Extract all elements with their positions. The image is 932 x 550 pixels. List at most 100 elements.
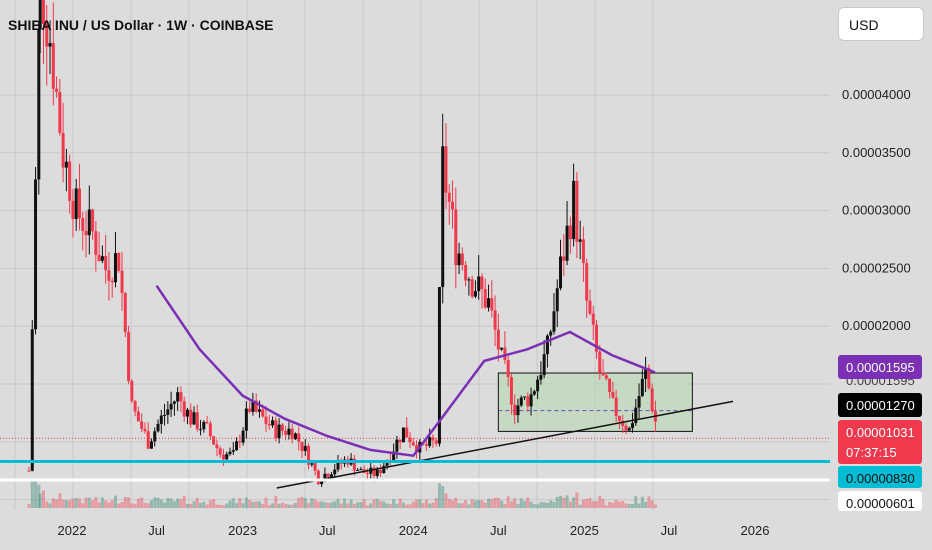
volume-bar xyxy=(280,502,284,508)
volume-bar xyxy=(192,501,196,508)
candle-body xyxy=(192,412,196,425)
time-tick-label: Jul xyxy=(319,523,336,538)
candle-body xyxy=(293,433,297,440)
candle-body xyxy=(94,231,98,255)
volume-bar xyxy=(123,497,127,508)
volume-bar xyxy=(274,495,278,508)
currency-selector-button[interactable]: USD xyxy=(838,7,924,41)
candle-body xyxy=(575,180,579,242)
candle-body xyxy=(61,132,65,168)
volume-bar xyxy=(509,501,513,508)
volume-bar xyxy=(595,501,599,508)
candle-body xyxy=(64,161,68,168)
candle-body xyxy=(153,431,157,442)
time-tick-label: 2023 xyxy=(228,523,257,538)
volume-bar xyxy=(215,504,219,508)
candle-body xyxy=(627,428,631,431)
volume-bar xyxy=(84,497,88,508)
volume-bar xyxy=(601,498,605,508)
volume-bar xyxy=(97,502,101,508)
candle-body xyxy=(333,469,337,475)
price-tag-label: 0.00001595 xyxy=(846,360,915,375)
price-tick-label: 0.00004000 xyxy=(842,87,911,102)
volume-bar xyxy=(578,504,582,508)
candle-body xyxy=(545,335,549,355)
chart-title: SHIBA INU / US Dollar · 1W · COINBASE xyxy=(8,17,274,33)
candle-body xyxy=(405,427,409,438)
candle-body xyxy=(41,0,45,24)
volume-bar xyxy=(45,501,49,508)
candle-body xyxy=(431,437,435,441)
candle-body xyxy=(51,43,55,89)
volume-bar xyxy=(555,496,559,508)
volume-bar xyxy=(392,499,396,508)
candle-body xyxy=(110,280,114,283)
volume-bar xyxy=(287,504,291,508)
volume-bar xyxy=(349,499,353,508)
candle-body xyxy=(143,428,147,432)
volume-bar xyxy=(254,501,258,508)
volume-bar xyxy=(568,501,572,508)
candle-body xyxy=(58,91,62,133)
candle-body xyxy=(199,429,203,431)
volume-bar xyxy=(185,503,189,508)
volume-bar xyxy=(585,498,589,508)
volume-bar xyxy=(634,496,638,508)
candle-body xyxy=(490,298,494,311)
candle-body xyxy=(611,391,615,398)
price-tags: 0.000015950.000015950.000012700.00001031… xyxy=(838,355,922,511)
candle-body xyxy=(225,453,229,460)
volume-bar xyxy=(631,503,635,508)
candle-body xyxy=(457,253,461,266)
candle-body xyxy=(77,188,81,219)
candle-body xyxy=(257,409,261,412)
volume-bar xyxy=(77,498,81,508)
candle-body xyxy=(280,424,284,431)
volume-bar xyxy=(241,503,245,508)
volume-bar xyxy=(140,497,144,508)
volume-bar xyxy=(624,503,628,508)
candle-body xyxy=(313,463,317,471)
candle-body xyxy=(617,416,621,421)
candle-body xyxy=(640,378,644,397)
candle-body xyxy=(493,310,497,330)
candle-body xyxy=(182,401,186,417)
candle-body xyxy=(231,450,235,452)
volume-bar xyxy=(110,500,114,508)
candle-body xyxy=(398,439,402,443)
candle-body xyxy=(297,433,301,442)
candle-body xyxy=(123,293,127,333)
candle-body xyxy=(166,409,170,415)
volume-bar xyxy=(343,498,347,508)
candle-body xyxy=(71,200,75,220)
candle-body xyxy=(117,253,121,271)
candle-body xyxy=(68,161,72,201)
volume-bar xyxy=(225,503,229,508)
candle-body xyxy=(568,225,572,240)
volume-bar xyxy=(94,497,98,508)
volume-bar xyxy=(27,504,31,508)
candle-body xyxy=(565,225,569,261)
volume-bar xyxy=(362,499,366,508)
volume-bar xyxy=(500,500,504,508)
volume-bar xyxy=(395,503,399,508)
candle-body xyxy=(529,394,533,407)
candle-body xyxy=(559,256,563,289)
volume-bar xyxy=(480,500,484,508)
candle-body xyxy=(637,396,641,408)
volume-bar xyxy=(336,498,340,508)
candle-body xyxy=(244,408,248,431)
candle-body xyxy=(38,0,42,30)
volume-bar xyxy=(68,500,72,508)
volume-bar xyxy=(228,500,232,508)
volume-bar xyxy=(542,502,546,508)
volume-bar xyxy=(251,501,255,508)
volume-bar xyxy=(464,500,468,508)
volume-bar xyxy=(329,502,333,508)
volume-bar xyxy=(320,501,324,508)
candle-body xyxy=(588,300,592,314)
candle-body xyxy=(562,256,566,261)
price-tag-label: 0.00001270 xyxy=(846,398,915,413)
volume-bar xyxy=(454,497,458,508)
